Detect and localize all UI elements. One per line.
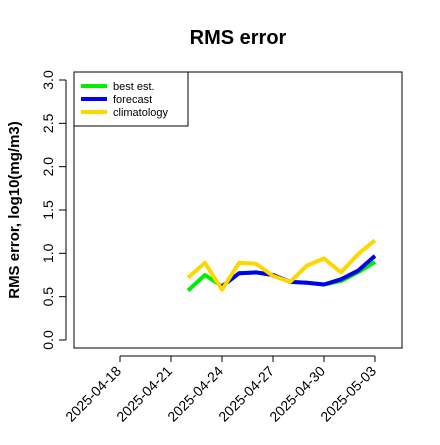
series-layer bbox=[186, 238, 377, 293]
x-axis: 2025-04-182025-04-212025-04-242025-04-27… bbox=[62, 355, 379, 425]
y-axis: 0.0 0.5 1.0 1.5 2.0 2.5 3.0 bbox=[40, 70, 67, 350]
y-tick-label: 0.5 bbox=[40, 287, 56, 307]
chart-title: RMS error bbox=[190, 27, 287, 49]
y-tick-label: 1.5 bbox=[40, 200, 56, 220]
y-axis-label: RMS error, log10(mg/m3) bbox=[6, 121, 23, 299]
y-tick-label: 2.0 bbox=[40, 157, 56, 177]
y-tick-label: 2.5 bbox=[40, 113, 56, 133]
series-line-climatology bbox=[186, 238, 377, 292]
y-tick-label: 1.0 bbox=[40, 243, 56, 263]
plot-frame bbox=[73, 71, 403, 349]
y-tick-label: 0.0 bbox=[40, 330, 56, 350]
legend-label: best est. bbox=[113, 81, 155, 93]
series-line-forecast bbox=[220, 254, 377, 288]
x-tick-label: 2025-05-03 bbox=[317, 363, 379, 425]
legend-label: forecast bbox=[113, 94, 152, 106]
y-tick-label: 3.0 bbox=[40, 70, 56, 90]
legend-label: climatology bbox=[113, 107, 169, 119]
